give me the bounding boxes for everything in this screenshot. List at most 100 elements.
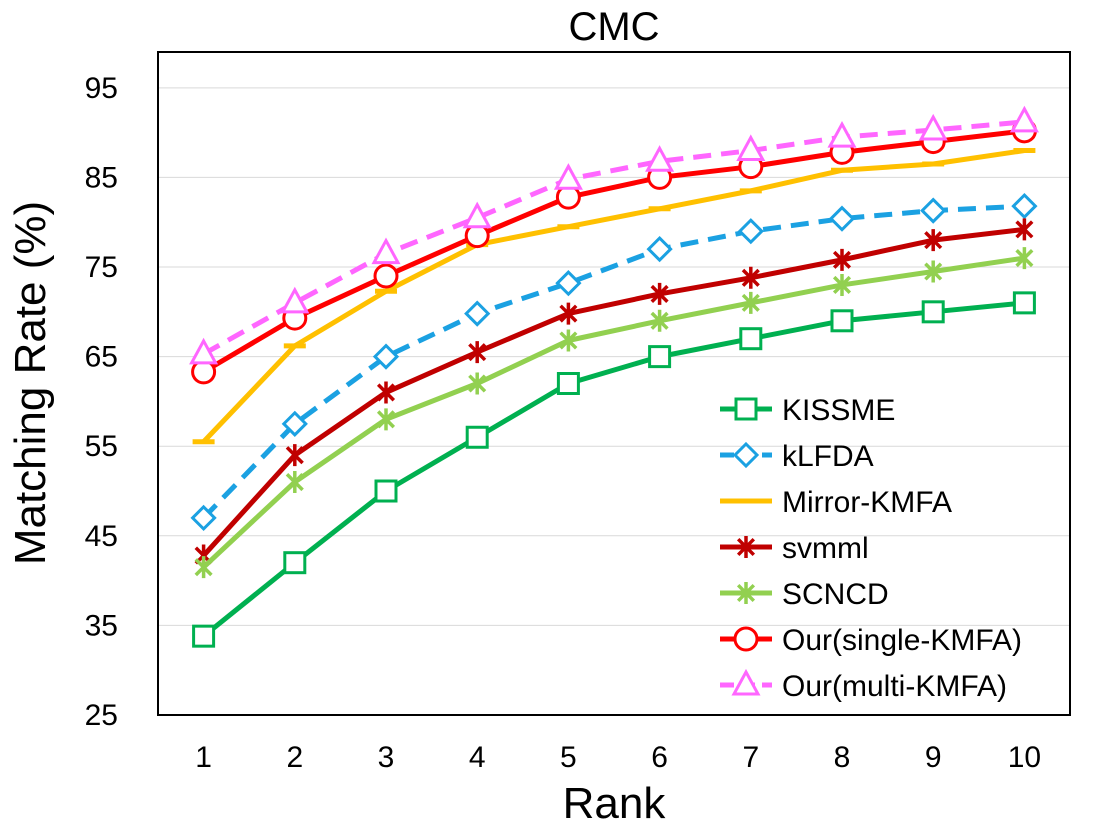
x-tick-label-7: 7 bbox=[742, 741, 759, 774]
point-scncd-5 bbox=[559, 329, 578, 352]
series-line-our-single-kmfa bbox=[202, 128, 1025, 375]
point-kissme-5 bbox=[556, 372, 580, 395]
legend-label-kissme: KISSME bbox=[782, 394, 895, 427]
series-lines bbox=[189, 105, 1039, 648]
point-kissme-6 bbox=[648, 345, 672, 369]
point-svmml-8 bbox=[832, 248, 852, 271]
point-scncd-1 bbox=[194, 556, 213, 579]
series-svmml bbox=[194, 218, 1034, 567]
y-tick-label-35: 35 bbox=[85, 609, 118, 642]
point-scncd-7 bbox=[741, 291, 760, 314]
point-klfda-5 bbox=[555, 270, 582, 297]
legend-item-our-single-kmfa: Our(single-KMFA) bbox=[720, 624, 1022, 657]
point-kissme-8 bbox=[830, 309, 854, 333]
point-svmml-5 bbox=[559, 302, 578, 325]
series-our-multi-kmfa bbox=[189, 105, 1039, 365]
point-scncd-2 bbox=[285, 471, 304, 494]
point-klfda-7 bbox=[737, 218, 764, 245]
y-tick-label-65: 65 bbox=[85, 341, 118, 374]
legend-marker-svmml bbox=[736, 536, 756, 558]
point-our-multi-kmfa-9 bbox=[918, 113, 948, 141]
point-kissme-10 bbox=[1012, 291, 1036, 315]
series-mirror-kmfa bbox=[192, 148, 1036, 445]
point-klfda-6 bbox=[646, 235, 673, 263]
legend-marker-kissme bbox=[734, 397, 758, 421]
legend-item-svmml: svmml bbox=[720, 532, 869, 565]
point-klfda-3 bbox=[372, 343, 400, 370]
x-tick-label-8: 8 bbox=[834, 741, 851, 774]
legend-label-scncd: SCNCD bbox=[782, 578, 889, 611]
point-our-single-kmfa-3 bbox=[373, 263, 399, 289]
point-klfda-2 bbox=[281, 410, 308, 437]
series-line-svmml bbox=[201, 226, 1025, 558]
legend-label-our-single-kmfa: Our(single-KMFA) bbox=[782, 624, 1022, 657]
series-our-single-kmfa bbox=[191, 118, 1037, 385]
legend-marker-our-single-kmfa bbox=[733, 626, 759, 652]
x-tick-label-4: 4 bbox=[469, 741, 486, 774]
point-svmml-3 bbox=[376, 381, 396, 404]
legend-marker-scncd bbox=[736, 582, 756, 604]
point-klfda-1 bbox=[190, 504, 217, 532]
point-scncd-9 bbox=[924, 260, 943, 283]
point-kissme-2 bbox=[283, 551, 307, 575]
legend-label-svmml: svmml bbox=[782, 532, 869, 565]
series-kissme bbox=[192, 291, 1036, 648]
legend-label-mirror-kmfa: Mirror-KMFA bbox=[782, 486, 952, 519]
point-our-multi-kmfa-8 bbox=[827, 120, 857, 148]
y-tick-label-25: 25 bbox=[85, 699, 118, 732]
point-our-multi-kmfa-4 bbox=[462, 201, 492, 229]
point-our-multi-kmfa-3 bbox=[371, 237, 401, 265]
point-our-multi-kmfa-5 bbox=[553, 163, 583, 190]
point-svmml-2 bbox=[285, 444, 304, 467]
y-tick-label-95: 95 bbox=[85, 72, 118, 105]
series-line-mirror-kmfa bbox=[201, 148, 1025, 444]
point-our-multi-kmfa-10 bbox=[1009, 105, 1039, 133]
point-scncd-8 bbox=[832, 273, 852, 296]
plot-frame bbox=[157, 51, 1071, 716]
series-line-klfda bbox=[201, 203, 1025, 520]
point-kissme-7 bbox=[739, 327, 763, 351]
legend-label-klfda: kLFDA bbox=[782, 440, 874, 473]
x-tick-label-9: 9 bbox=[925, 741, 942, 774]
y-tick-label-75: 75 bbox=[85, 251, 118, 284]
chart-title: CMC bbox=[568, 5, 659, 49]
y-tick-label-85: 85 bbox=[85, 161, 118, 194]
x-tick-label-5: 5 bbox=[560, 741, 577, 774]
point-our-multi-kmfa-7 bbox=[736, 134, 766, 162]
legend-item-mirror-kmfa: Mirror-KMFA bbox=[720, 486, 952, 519]
y-tick-labels: 25 35 45 55 65 75 85 95 bbox=[85, 72, 118, 732]
point-kissme-4 bbox=[465, 425, 489, 449]
point-scncd-4 bbox=[468, 372, 487, 395]
legend-label-our-multi-kmfa: Our(multi-KMFA) bbox=[782, 670, 1007, 703]
point-svmml-9 bbox=[924, 229, 943, 252]
series-klfda bbox=[190, 192, 1038, 532]
point-svmml-4 bbox=[468, 341, 487, 364]
point-scncd-10 bbox=[1015, 247, 1034, 270]
legend-item-kissme: KISSME bbox=[720, 394, 895, 427]
point-scncd-6 bbox=[650, 309, 669, 332]
legend-item-klfda: kLFDA bbox=[720, 440, 874, 473]
point-klfda-8 bbox=[828, 205, 856, 232]
point-our-multi-kmfa-6 bbox=[645, 145, 675, 172]
point-kissme-3 bbox=[374, 479, 398, 503]
series-line-our-multi-kmfa bbox=[202, 119, 1025, 357]
point-our-multi-kmfa-1 bbox=[189, 337, 219, 365]
legend-item-our-multi-kmfa: Our(multi-KMFA) bbox=[720, 668, 1007, 703]
legend-item-scncd: SCNCD bbox=[720, 578, 889, 611]
legend-marker-our-multi-kmfa bbox=[731, 668, 761, 696]
point-svmml-7 bbox=[741, 266, 760, 289]
x-tick-label-1: 1 bbox=[195, 741, 212, 774]
series-scncd bbox=[194, 247, 1034, 579]
point-klfda-9 bbox=[920, 197, 947, 224]
y-tick-label-45: 45 bbox=[85, 520, 118, 553]
x-tick-label-6: 6 bbox=[651, 741, 668, 774]
y-axis-title: Matching Rate (%) bbox=[6, 201, 55, 565]
point-klfda-10 bbox=[1011, 192, 1038, 220]
series-line-kissme bbox=[202, 300, 1025, 639]
legend-marker-klfda bbox=[732, 441, 760, 469]
point-our-multi-kmfa-2 bbox=[280, 286, 310, 314]
point-kissme-1 bbox=[192, 624, 216, 648]
y-tick-label-55: 55 bbox=[85, 430, 118, 463]
point-kissme-9 bbox=[921, 300, 945, 324]
